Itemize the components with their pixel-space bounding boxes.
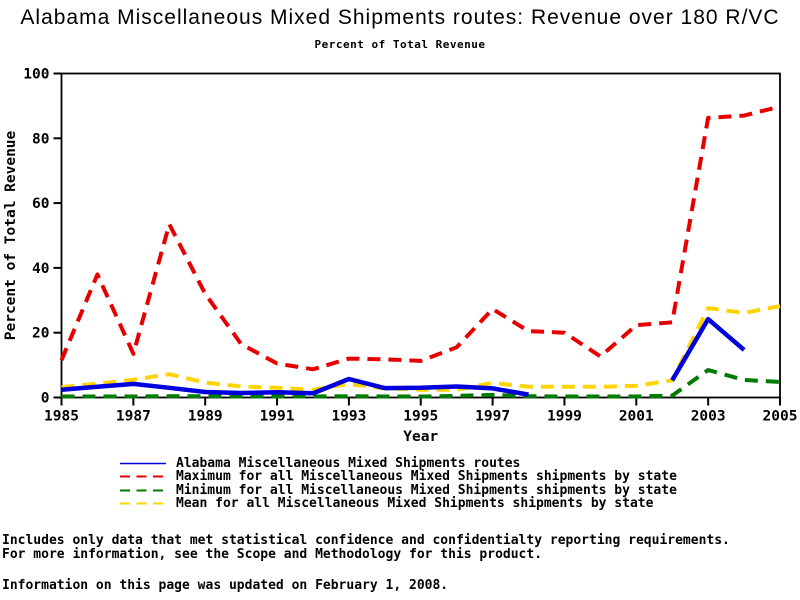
x-tick-label: 1991 [260, 409, 295, 425]
legend-item-maximum: Maximum for all Miscellaneous Mixed Ship… [119, 469, 677, 485]
x-tick-label: 1985 [44, 409, 79, 425]
legend-label-mean: Mean for all Miscellaneous Mixed Shipmen… [176, 495, 654, 511]
legend-label-alabama: Alabama Miscellaneous Mixed Shipments ro… [176, 456, 521, 471]
y-tick-label: 20 [32, 326, 49, 342]
x-tick-label: 1997 [475, 409, 510, 425]
updated-note: Information on this page was updated on … [2, 578, 449, 593]
x-tick-label: 1999 [547, 409, 582, 425]
x-tick-label: 1993 [331, 409, 366, 425]
x-tick-label: 2003 [691, 409, 726, 425]
legend-line-maximum-swatch [120, 475, 166, 478]
series-line-0 [670, 316, 746, 382]
x-tick-label: 2001 [619, 409, 654, 425]
y-tick-label: 60 [32, 196, 49, 212]
legend-label-minimum: Minimum for all Miscellaneous Mixed Ship… [176, 482, 677, 498]
line-chart-plot: 0 20 40 60 80 100 1985 1987 1989 1991 1993 1995 1997… [3, 67, 798, 446]
x-tick-label: 2005 [763, 409, 798, 425]
series-line-0 [61, 376, 529, 397]
legend-line-minimum-swatch [120, 489, 166, 492]
footnote-line-2: For more information, see the Scope and … [2, 546, 543, 562]
footnotes: Includes only data that met statistical … [2, 534, 730, 561]
x-axis: 1985 1987 1989 1991 1993 1995 1997 1999 2001 2003… [44, 397, 798, 425]
legend-label-maximum: Maximum for all Miscellaneous Mixed Ship… [176, 469, 677, 485]
y-axis-title: Percent of Total Revenue [3, 130, 19, 340]
plot-frame [60, 72, 781, 399]
footnote-line-1: Includes only data that met statistical … [2, 533, 730, 548]
x-axis-title: Year [403, 429, 438, 445]
y-tick-label: 100 [23, 67, 49, 83]
chart-subtitle: Percent of Total Revenue [314, 38, 486, 51]
x-tick-label: 1995 [403, 409, 438, 425]
chart-legend: Alabama Miscellaneous Mixed Shipments ro… [119, 457, 677, 510]
x-tick-label: 1987 [116, 409, 151, 425]
series-line-1 [59, 104, 781, 372]
chart-title: Alabama Miscellaneous Mixed Shipments ro… [20, 6, 780, 29]
legend-item-mean: Mean for all Miscellaneous Mixed Shipmen… [119, 497, 677, 510]
legend-item-minimum: Minimum for all Miscellaneous Mixed Ship… [119, 482, 677, 498]
legend-line-alabama-swatch [120, 462, 166, 465]
y-tick-label: 80 [32, 131, 49, 147]
x-tick-label: 1989 [188, 409, 223, 425]
y-axis: 0 20 40 60 80 100 [23, 67, 62, 407]
legend-line-mean-swatch [120, 502, 166, 505]
y-tick-label: 40 [32, 261, 49, 277]
legend-item-alabama: Alabama Miscellaneous Mixed Shipments ro… [119, 457, 677, 470]
y-tick-label: 0 [41, 391, 50, 407]
series-line-2 [61, 368, 781, 399]
